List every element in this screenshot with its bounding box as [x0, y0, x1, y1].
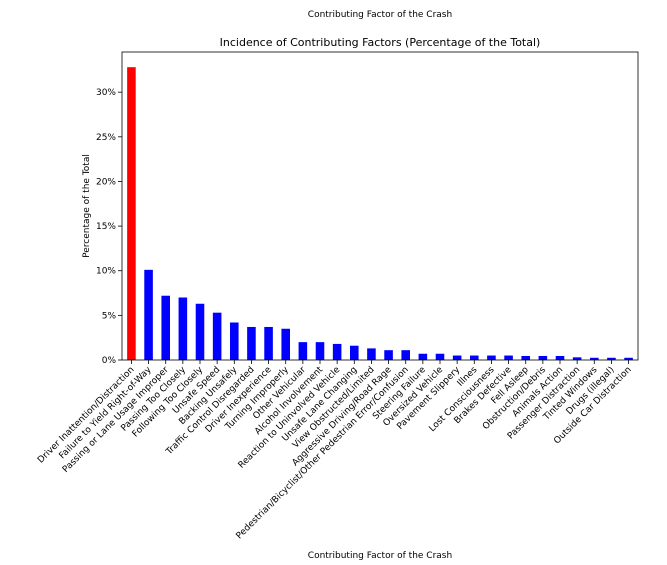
bar-steering-failure — [418, 353, 428, 360]
bar-traffic-control-disregarded — [247, 326, 256, 360]
y-tick-label: 20% — [96, 177, 116, 187]
bar-brakes-defective — [504, 355, 513, 360]
bar-lost-consciousness — [487, 355, 496, 360]
bar-oversized-vehicle — [435, 353, 445, 360]
bar-reaction-to-uninvolved-vehicle — [332, 343, 342, 360]
bar-view-obstructed-limited — [367, 348, 376, 360]
bar-unsafe-speed — [212, 312, 222, 360]
bar-driver-inattention-distraction — [127, 67, 136, 360]
y-ticks-group: 0% 5% 10% 15% 20% 25% 30% — [96, 88, 122, 366]
bar-drugs-illegal — [607, 357, 616, 360]
bar-fell-asleep — [521, 355, 530, 360]
y-tick-label: 0% — [102, 356, 117, 366]
bar-passenger-distraction — [572, 357, 582, 360]
bar-turning-improperly — [281, 328, 290, 360]
bar-outside-car-distraction — [624, 357, 633, 360]
bar-tinted-windows — [590, 357, 599, 360]
y-tick-label: 10% — [96, 267, 116, 277]
y-tick-label: 25% — [96, 133, 116, 143]
bar-alcohol-involvement — [315, 342, 325, 360]
bar-failure-to-yield-right-of-way — [144, 269, 153, 360]
bar-unsafe-lane-changing — [350, 345, 359, 360]
bar-pavement-slippery — [452, 355, 462, 360]
y-axis-label: Percentage of the Total — [82, 154, 92, 258]
bar-pedestrian-bicyclist-other-pedestrian-error-confusion — [401, 350, 410, 360]
y-tick-label: 30% — [96, 88, 116, 98]
bar-driver-inexperience — [264, 326, 273, 360]
bar-other-vehicular — [298, 342, 308, 360]
plot-frame — [121, 51, 639, 361]
bar-passing-or-lane-usage-improper — [161, 295, 170, 360]
y-tick-label: 15% — [96, 222, 116, 232]
bars-group — [127, 67, 633, 360]
bar-following-too-closely — [195, 303, 205, 360]
top-caption: Contributing Factor of the Crash — [308, 10, 452, 20]
y-tick-label: 5% — [102, 311, 117, 321]
chart-title: Incidence of Contributing Factors (Perce… — [220, 36, 541, 49]
bar-illnes — [470, 355, 479, 360]
bar-aggressive-driving-road-rage — [384, 350, 393, 360]
bar-animals-action — [555, 355, 565, 360]
bar-obstruction-debris — [538, 355, 548, 360]
x-axis-label: Contributing Factor of the Crash — [308, 551, 452, 561]
bar-backing-unsafely — [230, 322, 239, 360]
bar-passing-too-closely — [178, 297, 188, 360]
